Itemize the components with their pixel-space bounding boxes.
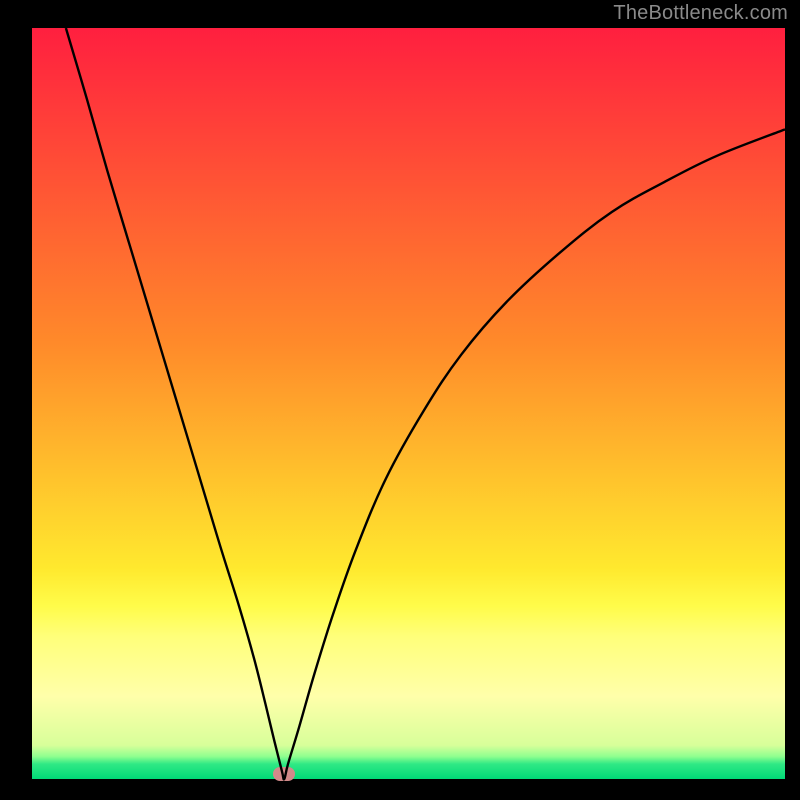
plot-area [32, 28, 785, 779]
chart-canvas: TheBottleneck.com [0, 0, 800, 800]
watermark-label: TheBottleneck.com [613, 2, 788, 25]
valley-marker [273, 767, 295, 781]
